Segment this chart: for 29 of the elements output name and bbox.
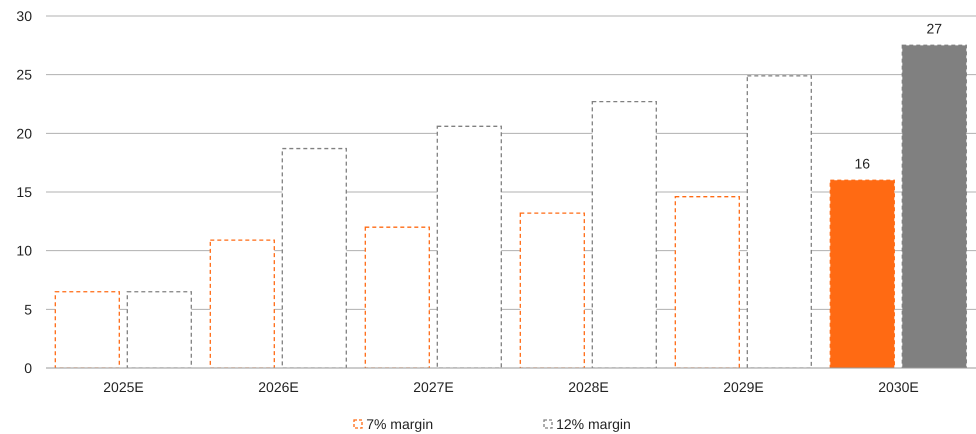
y-tick-label: 0 <box>24 360 32 376</box>
bar <box>282 148 347 368</box>
bar <box>674 196 740 368</box>
x-tick-label: 2025E <box>103 378 144 395</box>
y-tick-label: 15 <box>16 184 32 200</box>
bar <box>436 126 502 368</box>
bar <box>54 291 120 368</box>
x-tick-label: 2027E <box>413 378 454 395</box>
y-tick-label: 25 <box>16 66 32 83</box>
bar <box>830 180 895 368</box>
y-tick-label: 30 <box>16 8 32 24</box>
y-tick-label: 20 <box>16 125 32 142</box>
y-tick-label: 10 <box>16 242 32 259</box>
x-tick-label: 2028E <box>568 378 609 395</box>
bar <box>126 291 192 368</box>
data-label: 16 <box>854 155 870 172</box>
legend-label: 7% margin <box>366 416 434 432</box>
bar <box>210 239 275 368</box>
bar <box>520 212 585 368</box>
x-tick-label: 2029E <box>723 378 764 395</box>
bar <box>592 101 657 368</box>
bar <box>902 44 967 368</box>
x-tick-label: 2030E <box>878 378 919 395</box>
y-tick-label: 5 <box>24 301 32 318</box>
data-label: 27 <box>926 20 942 36</box>
bar <box>746 75 812 368</box>
x-tick-label: 2026E <box>258 378 299 395</box>
bar <box>364 226 430 368</box>
legend-label: 12% margin <box>556 416 631 432</box>
